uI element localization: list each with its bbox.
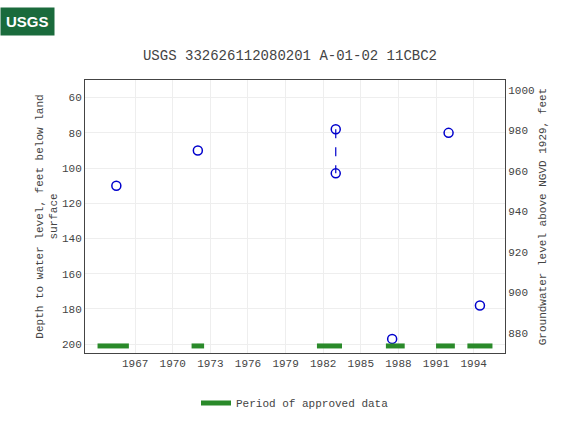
svg-text:1988: 1988 xyxy=(385,358,411,370)
svg-text:Period of approved data: Period of approved data xyxy=(236,398,388,410)
svg-text:1979: 1979 xyxy=(272,358,298,370)
svg-text:900: 900 xyxy=(508,287,528,299)
svg-text:180: 180 xyxy=(62,304,82,316)
svg-text:880: 880 xyxy=(508,328,528,340)
svg-text:1967: 1967 xyxy=(122,358,148,370)
svg-text:Depth to water level, feet bel: Depth to water level, feet below landsur… xyxy=(34,94,60,338)
svg-text:60: 60 xyxy=(69,92,82,104)
svg-text:120: 120 xyxy=(62,198,82,210)
svg-text:1000: 1000 xyxy=(508,85,534,97)
svg-text:160: 160 xyxy=(62,269,82,281)
svg-text:200: 200 xyxy=(62,339,82,351)
svg-text:USGS: USGS xyxy=(6,13,49,30)
svg-text:80: 80 xyxy=(69,128,82,140)
svg-text:940: 940 xyxy=(508,206,528,218)
svg-text:1970: 1970 xyxy=(160,358,186,370)
svg-text:USGS 332626112080201 A-01-02 1: USGS 332626112080201 A-01-02 11CBC2 xyxy=(143,48,437,64)
svg-text:920: 920 xyxy=(508,247,528,259)
svg-text:980: 980 xyxy=(508,125,528,137)
svg-text:960: 960 xyxy=(508,166,528,178)
svg-text:1973: 1973 xyxy=(197,358,223,370)
svg-text:100: 100 xyxy=(62,163,82,175)
svg-text:1982: 1982 xyxy=(310,358,336,370)
svg-text:1985: 1985 xyxy=(348,358,374,370)
svg-text:1991: 1991 xyxy=(423,358,450,370)
svg-text:140: 140 xyxy=(62,233,82,245)
svg-text:1976: 1976 xyxy=(235,358,261,370)
svg-text:Groundwater level above NGVD 1: Groundwater level above NGVD 1929, feet xyxy=(537,88,549,345)
svg-text:1994: 1994 xyxy=(460,358,487,370)
